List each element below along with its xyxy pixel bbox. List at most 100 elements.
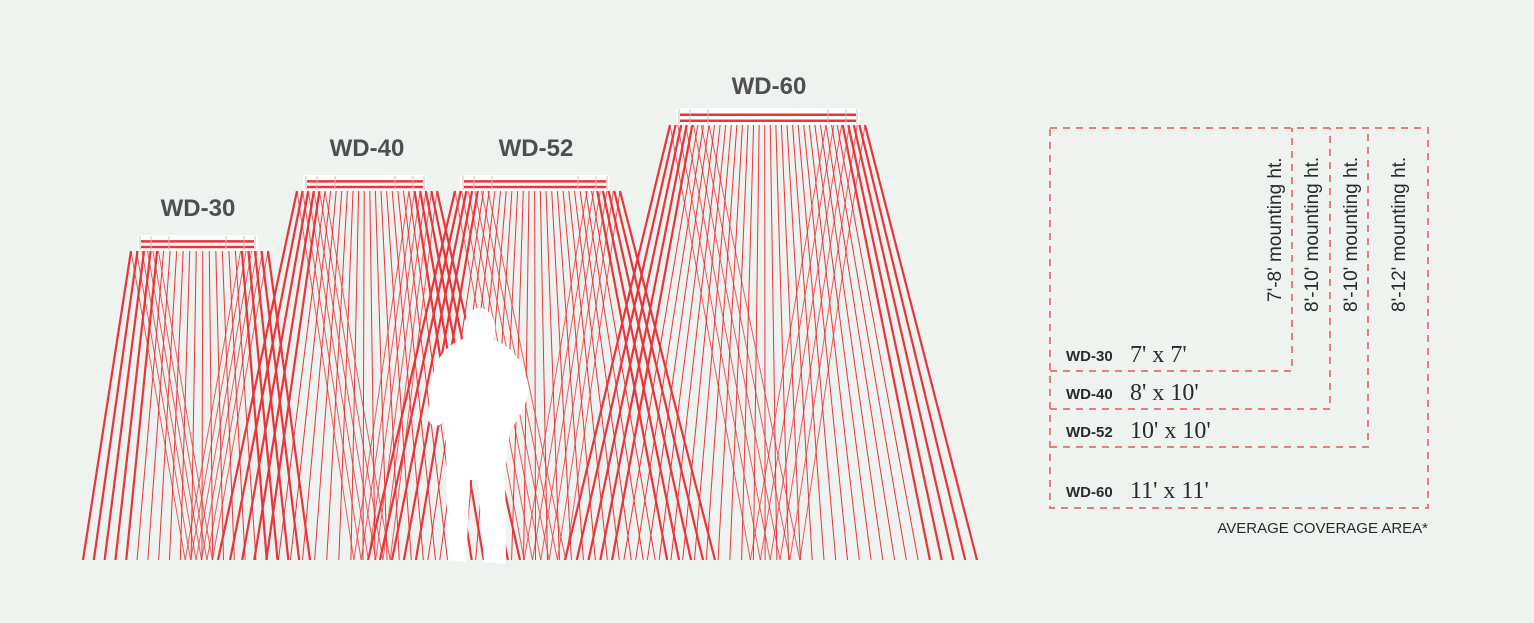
heat-beam-line (779, 124, 850, 561)
heat-beam-line (831, 124, 907, 561)
heater-unit-wd-52 (460, 175, 610, 191)
legend-area-wd30: 7' x 7' (1130, 342, 1187, 368)
heat-beam-line (797, 124, 837, 561)
heater-label-wd40: WD-40 (330, 135, 405, 162)
heater-unit-wd-60 (676, 108, 860, 125)
heat-beam-line (391, 190, 424, 561)
heat-beam-line (775, 124, 790, 561)
heat-beam-line (623, 124, 699, 561)
legend-area-wd60: 11' x 11' (1130, 478, 1209, 504)
heat-beam-line (780, 124, 801, 561)
legend-model-wd30: WD-30 (1066, 348, 1113, 365)
heat-beam-line (221, 250, 235, 561)
heat-beam-line (277, 190, 326, 561)
heat-beam-line (548, 190, 608, 561)
heat-beam-line (201, 250, 258, 561)
heat-beam-line (803, 124, 849, 561)
heat-beam-line (302, 190, 337, 561)
heater-unit-wd-30 (137, 235, 258, 251)
heat-beam-line (229, 190, 304, 561)
beam-fan-wd-40 (216, 190, 522, 561)
heater-housing (303, 175, 427, 191)
heat-beam-line (92, 250, 139, 561)
legend-model-wd60: WD-60 (1066, 484, 1113, 501)
heat-beam-line (573, 190, 620, 561)
legend-model-wd40: WD-40 (1066, 386, 1113, 403)
heat-beam-line (852, 124, 955, 561)
heat-beam-line (808, 124, 860, 561)
heat-beam-line (685, 124, 771, 561)
heat-beam-line (613, 190, 705, 561)
heat-beam-line (375, 190, 427, 561)
heat-beam-line (211, 250, 269, 561)
heat-beam-line (618, 190, 717, 561)
heat-beam-line (234, 250, 257, 561)
heat-beam-line (338, 190, 354, 561)
legend-area-wd52: 10' x 10' (1130, 418, 1211, 444)
heat-beam-line (729, 124, 749, 561)
heat-beam-line (253, 250, 290, 561)
heat-beam-line (769, 124, 843, 561)
heat-beam-line (487, 190, 567, 561)
heat-beam-line (168, 250, 184, 561)
heat-beam-line (551, 190, 572, 561)
heat-beam-line (265, 190, 321, 561)
heat-beam-line (362, 190, 365, 561)
coverage-box-wd40 (1050, 128, 1331, 410)
heat-beam-line (313, 190, 377, 561)
heat-beam-line (591, 190, 656, 561)
heat-beam-line (302, 190, 362, 561)
heat-beam-line (836, 124, 919, 561)
legend-area-wd40: 8' x 10' (1130, 380, 1199, 406)
heat-beam-line (669, 124, 751, 561)
heat-beam-line (350, 190, 360, 561)
mounting-height-wd52: 8'-10' mounting ht. (1341, 157, 1362, 312)
heat-beams (81, 124, 979, 561)
heat-beam-line (147, 250, 171, 561)
heat-beam-line (146, 250, 202, 561)
heater-housing (460, 175, 610, 191)
heat-beam-line (575, 124, 677, 561)
heat-beam-line (397, 190, 436, 561)
mounting-height-wd60: 8'-12' mounting ht. (1389, 157, 1410, 312)
heat-beam-line (201, 250, 204, 561)
heat-beam-line (596, 190, 669, 561)
heat-beam-line (253, 190, 315, 561)
heat-beam-line (693, 124, 732, 561)
heat-beam-line (190, 250, 247, 561)
heat-beam-line (692, 124, 781, 561)
heat-beam-line (326, 190, 348, 561)
heat-beam-line (682, 124, 727, 561)
heat-beam-line (700, 124, 791, 561)
heat-beam-line (635, 124, 704, 561)
coverage-box-wd30 (1050, 128, 1293, 372)
heat-beam-line (390, 190, 468, 561)
heat-beam-line (369, 190, 376, 561)
person-silhouette (428, 308, 529, 564)
heat-beam-line (318, 190, 384, 561)
heat-beam-line (752, 124, 760, 561)
heater-label-wd52: WD-52 (499, 135, 574, 162)
heat-beam-line (786, 124, 813, 561)
mounting-height-wd30: 7'-8' mounting ht. (1265, 157, 1286, 302)
beam-fan-wd-30 (81, 250, 312, 561)
heater-housing (676, 108, 860, 125)
heat-beam-line (103, 250, 146, 561)
heat-beam-line (152, 250, 208, 561)
heater-units (137, 108, 860, 251)
heat-beam-line (184, 250, 242, 561)
heat-beam-line (208, 250, 214, 561)
coverage-box-wd52 (1050, 128, 1369, 448)
heat-beam-line (314, 190, 343, 561)
heat-beam-line (749, 124, 827, 561)
heat-beam-line (523, 190, 530, 561)
heat-beam-line (241, 190, 310, 561)
heat-beam-line (611, 124, 694, 561)
heat-beam-line (307, 190, 369, 561)
heater-unit-wd-40 (303, 175, 427, 191)
heat-beam-line (587, 124, 683, 561)
mounting-height-wd40: 8'-10' mounting ht. (1302, 157, 1323, 312)
heat-beam-line (539, 190, 548, 561)
heat-beam-line (367, 190, 421, 561)
heat-beam-line (646, 124, 710, 561)
